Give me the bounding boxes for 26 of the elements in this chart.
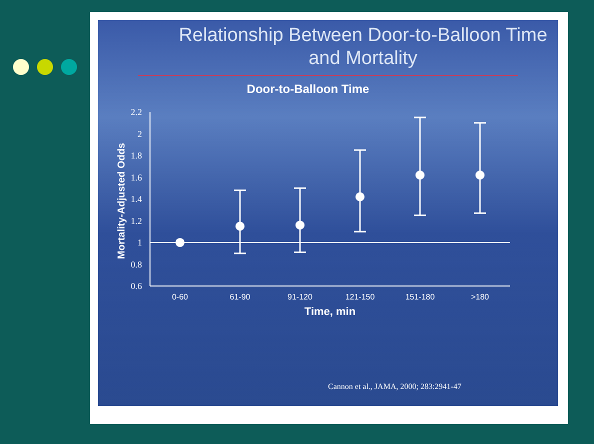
x-tick-label: 151-180	[405, 292, 436, 302]
point	[235, 222, 245, 231]
y-tick-label: 2	[138, 128, 142, 139]
point	[175, 238, 185, 248]
y-tick-label: 2.2	[130, 107, 142, 118]
x-tick-label: 91-120	[288, 292, 313, 302]
point	[415, 170, 425, 180]
y-tick-label: 1	[138, 238, 142, 248]
x-tick-label: >180	[470, 292, 490, 302]
x-tick-label: 121-150	[345, 292, 376, 302]
y-axis-title: Mortality-Adjusted Odds	[116, 142, 128, 259]
chart-title: Relationship Between Door-to-Balloon Time and Mortality	[178, 24, 548, 70]
y-tick-label: 1.2	[130, 216, 142, 226]
chart-subtitle: Door-to-Balloon Time	[246, 82, 370, 96]
point	[295, 220, 305, 230]
y-tick-label: 1.6	[130, 172, 142, 182]
text: Cannon et al., JAMA, 2000; 283:2941-47	[328, 382, 462, 391]
point	[475, 170, 485, 180]
x-tick-label: 0-60	[172, 292, 189, 302]
y-tick-label: 0.6	[130, 281, 142, 292]
y-tick-label: 1.8	[130, 150, 142, 161]
y-tick-label: 1.4	[130, 194, 142, 204]
x-axis-title: Time, min	[304, 306, 356, 318]
point	[355, 192, 365, 202]
x-tick-label: 61-90	[230, 292, 251, 302]
y-tick-label: 0.8	[130, 259, 142, 270]
